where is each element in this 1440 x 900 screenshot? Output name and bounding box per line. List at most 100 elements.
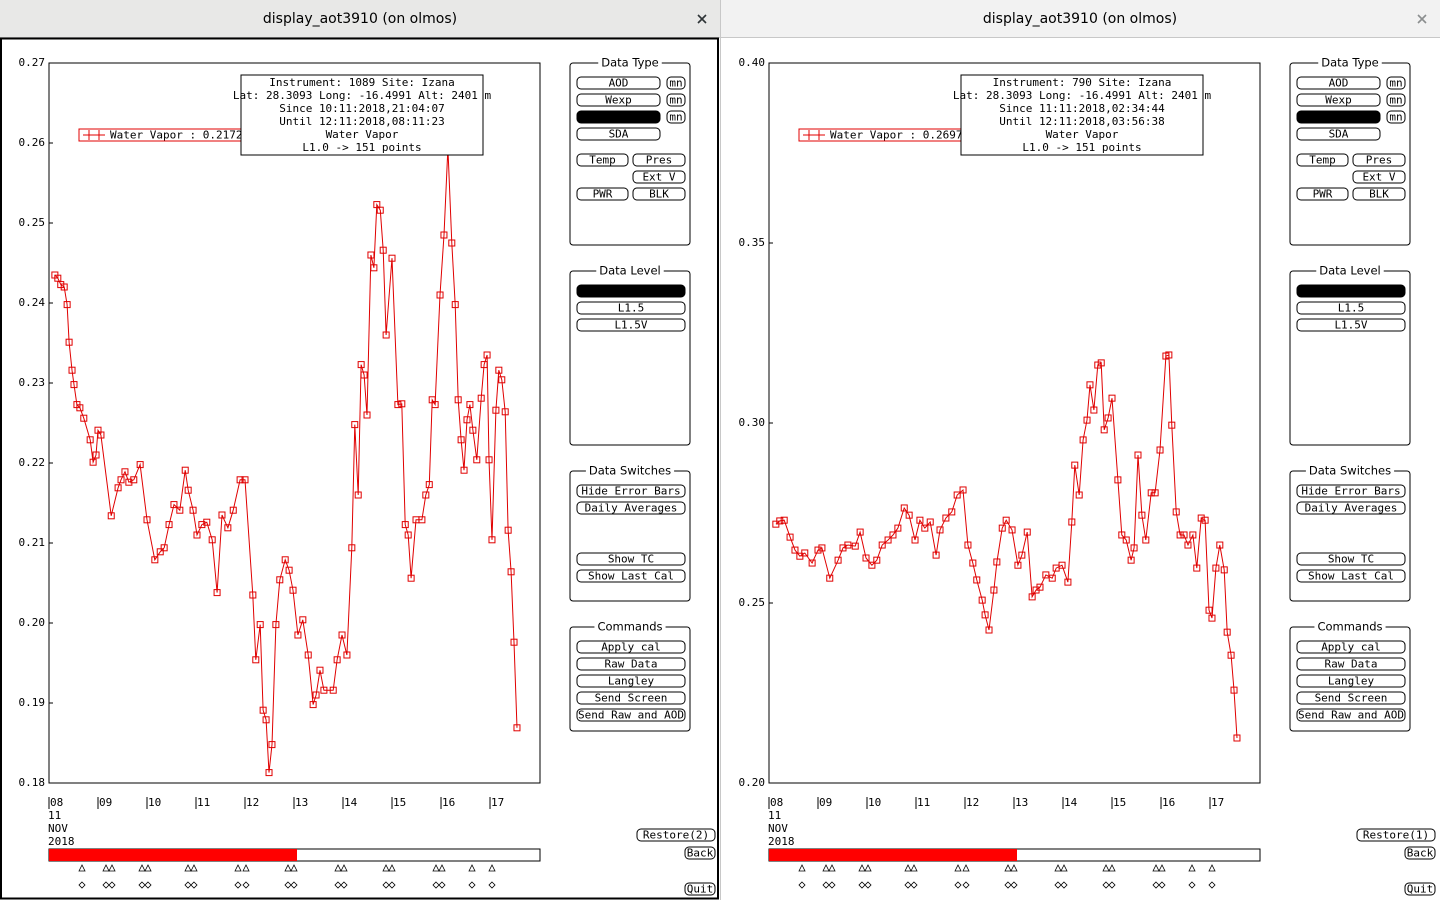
button-label[interactable]: Daily Averages [1305, 502, 1398, 515]
button-label[interactable]: Send Screen [1315, 692, 1388, 705]
button-label[interactable]: mn [669, 111, 682, 124]
button-label[interactable]: BLK [649, 188, 669, 201]
button[interactable] [666, 93, 686, 107]
button-label[interactable]: mn [1389, 111, 1402, 124]
button-label[interactable]: PWR [1313, 188, 1333, 201]
button[interactable] [632, 153, 686, 167]
button[interactable] [1296, 127, 1381, 141]
button[interactable] [576, 318, 686, 332]
button[interactable] [576, 674, 686, 688]
button-label[interactable]: Water Vapor [582, 111, 655, 124]
button[interactable] [1356, 828, 1436, 842]
button[interactable] [1296, 501, 1406, 515]
button-label[interactable]: Send Raw and AOD [1298, 709, 1404, 722]
button[interactable] [576, 110, 661, 124]
button-label[interactable]: Wexp [605, 94, 632, 107]
button-label[interactable]: Hide Error Bars [581, 485, 680, 498]
button[interactable] [576, 657, 686, 671]
button-label[interactable]: Raw Data [1325, 658, 1378, 671]
close-button[interactable] [1417, 14, 1427, 24]
button-label[interactable]: Show TC [1328, 553, 1374, 566]
button[interactable] [576, 284, 686, 298]
button[interactable] [1404, 882, 1436, 896]
button-label[interactable]: L1.5V [1334, 319, 1367, 332]
button-label[interactable]: Show Last Cal [588, 570, 674, 583]
button-label[interactable]: mn [1389, 77, 1402, 90]
button-label[interactable]: Quit [1407, 883, 1434, 896]
button-label[interactable]: L1.5V [614, 319, 647, 332]
button[interactable] [576, 153, 629, 167]
button[interactable] [576, 552, 686, 566]
button-label[interactable]: L1.0 [618, 285, 645, 298]
button-label[interactable]: Send Raw and AOD [578, 709, 684, 722]
button[interactable] [684, 882, 716, 896]
button-label[interactable]: mn [669, 94, 682, 107]
button-label[interactable]: Show TC [608, 553, 654, 566]
button[interactable] [632, 187, 686, 201]
button[interactable] [576, 301, 686, 315]
button-label[interactable]: Quit [687, 883, 714, 896]
button[interactable] [1296, 691, 1406, 705]
button[interactable] [636, 828, 716, 842]
button-label[interactable]: Apply cal [1321, 641, 1381, 654]
button-label[interactable]: L1.5 [1338, 302, 1365, 315]
button-label[interactable]: Show Last Cal [1308, 570, 1394, 583]
button[interactable] [1296, 187, 1349, 201]
button[interactable] [576, 484, 686, 498]
button[interactable] [1352, 187, 1406, 201]
close-button[interactable] [697, 14, 707, 24]
button[interactable] [1296, 552, 1406, 566]
button[interactable] [576, 708, 686, 722]
button-label[interactable]: BLK [1369, 188, 1389, 201]
button[interactable] [576, 93, 661, 107]
button[interactable] [576, 127, 661, 141]
button-label[interactable]: L1.0 [1338, 285, 1365, 298]
button[interactable] [1352, 170, 1406, 184]
button[interactable] [1296, 93, 1381, 107]
button-label[interactable]: Daily Averages [585, 502, 678, 515]
button[interactable] [576, 691, 686, 705]
button-label[interactable]: L1.5 [618, 302, 645, 315]
button-label[interactable]: Hide Error Bars [1301, 485, 1400, 498]
button[interactable] [1352, 153, 1406, 167]
button-label[interactable]: AOD [609, 77, 629, 90]
button-label[interactable]: Ext V [1362, 171, 1395, 184]
button[interactable] [1296, 708, 1406, 722]
button-label[interactable]: Temp [589, 154, 616, 167]
button[interactable] [1404, 846, 1436, 860]
button-label[interactable]: Langley [1328, 675, 1375, 688]
button-label[interactable]: AOD [1329, 77, 1349, 90]
button[interactable] [1296, 569, 1406, 583]
button-label[interactable]: mn [669, 77, 682, 90]
button[interactable] [1296, 640, 1406, 654]
button[interactable] [1296, 657, 1406, 671]
button-label[interactable]: Wexp [1325, 94, 1352, 107]
button-label[interactable]: Restore(1) [1363, 829, 1429, 842]
button[interactable] [684, 846, 716, 860]
button[interactable] [1386, 110, 1406, 124]
button-label[interactable]: mn [1389, 94, 1402, 107]
button[interactable] [1296, 284, 1406, 298]
button-label[interactable]: Send Screen [595, 692, 668, 705]
button[interactable] [1296, 318, 1406, 332]
button-label[interactable]: Pres [1366, 154, 1393, 167]
button[interactable] [666, 76, 686, 90]
button[interactable] [576, 569, 686, 583]
button[interactable] [1296, 674, 1406, 688]
button-label[interactable]: Back [1407, 847, 1434, 860]
button-label[interactable]: Temp [1309, 154, 1336, 167]
button-label[interactable]: Back [687, 847, 714, 860]
button[interactable] [576, 640, 686, 654]
button[interactable] [1386, 76, 1406, 90]
button[interactable] [1296, 110, 1381, 124]
button-label[interactable]: Pres [646, 154, 673, 167]
button[interactable] [1296, 301, 1406, 315]
button[interactable] [632, 170, 686, 184]
button-label[interactable]: Ext V [642, 171, 675, 184]
button[interactable] [1296, 484, 1406, 498]
button[interactable] [576, 76, 661, 90]
button[interactable] [576, 187, 629, 201]
button-label[interactable]: PWR [593, 188, 613, 201]
button-label[interactable]: SDA [609, 128, 629, 141]
button-label[interactable]: Water Vapor [1302, 111, 1375, 124]
